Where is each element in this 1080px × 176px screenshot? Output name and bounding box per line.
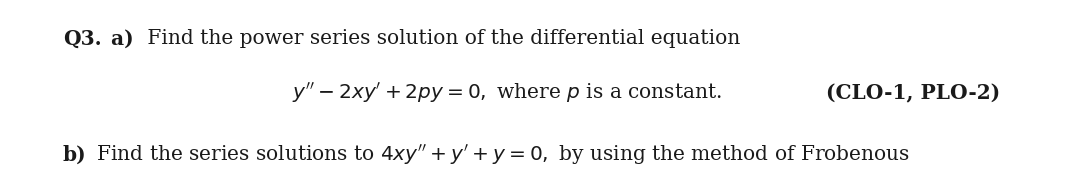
Text: a): a) bbox=[104, 29, 133, 49]
Text: (CLO-1, PLO-2): (CLO-1, PLO-2) bbox=[826, 83, 1000, 103]
Text: b): b) bbox=[63, 145, 86, 165]
Text: $y'' - 2xy' + 2py = 0,$ where $p$ is a constant.: $y'' - 2xy' + 2py = 0,$ where $p$ is a c… bbox=[292, 81, 721, 105]
Text: Find the power series solution of the differential equation: Find the power series solution of the di… bbox=[141, 29, 741, 48]
Text: Find the series solutions to $4xy'' + y' + y = 0,$ by using the method of Froben: Find the series solutions to $4xy'' + y'… bbox=[90, 143, 909, 167]
Text: Q3.: Q3. bbox=[63, 29, 102, 49]
